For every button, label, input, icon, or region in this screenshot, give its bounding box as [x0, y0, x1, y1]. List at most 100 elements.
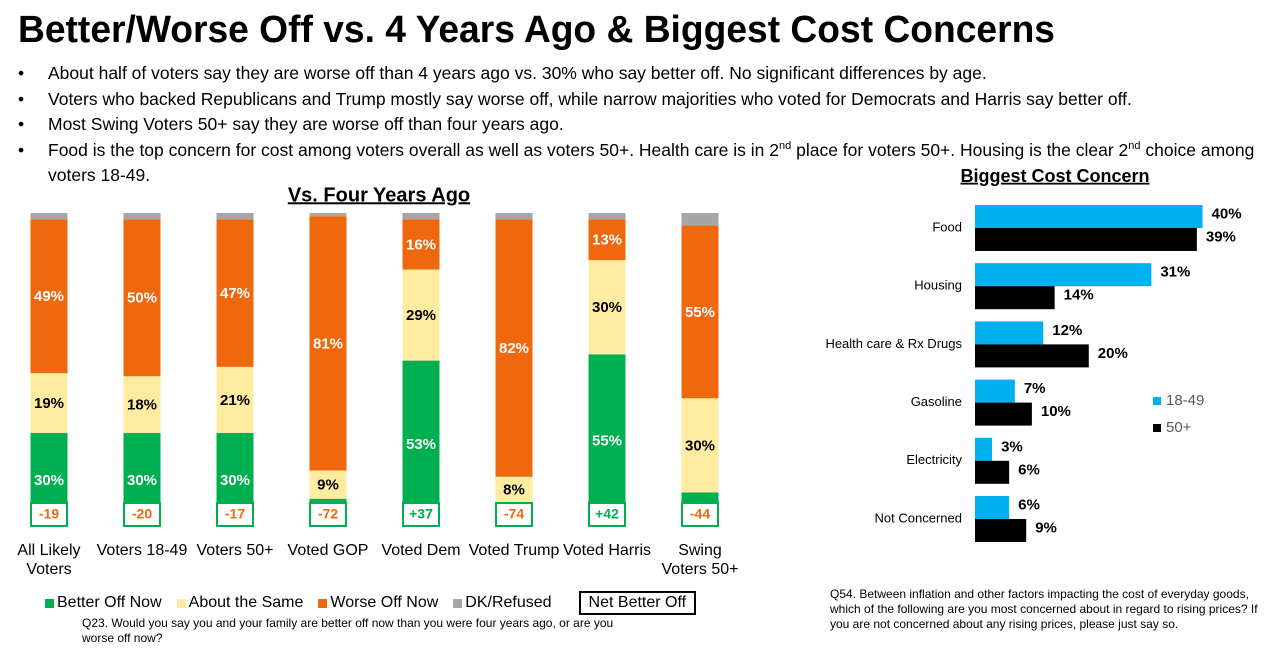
net-label: -17 [225, 506, 245, 522]
bullet: About half of voters say they are worse … [15, 61, 1280, 87]
legend-label: DK/Refused [465, 594, 552, 611]
data-label: 13% [592, 232, 622, 249]
data-label: 82% [499, 340, 529, 357]
x-tick-label: All Likely Voters [17, 542, 81, 578]
net-box [123, 502, 161, 527]
bullet-text: nd [778, 139, 792, 152]
net-box [309, 502, 347, 527]
data-label: 47% [220, 285, 250, 302]
net-label: -72 [318, 506, 338, 522]
bar-segment [681, 213, 719, 226]
slide-title: Better/Worse Off vs. 4 Years Ago & Bigge… [18, 9, 1055, 51]
bar-segment [309, 216, 347, 471]
bullet: Voters who backed Republicans and Trump … [15, 87, 1280, 113]
bar-segment [30, 373, 68, 433]
data-label: 14% [1064, 287, 1094, 304]
data-label: 30% [592, 299, 622, 316]
data-label: 30% [685, 437, 715, 454]
bar-segment [123, 219, 161, 377]
legend-label: About the Same [188, 594, 304, 611]
bar-segment [681, 398, 719, 493]
bar [975, 379, 1015, 403]
legend-swatch [453, 598, 463, 608]
net-label: -19 [39, 506, 59, 522]
bar [975, 437, 993, 461]
bar-segment [30, 219, 68, 374]
chart-title: Vs. Four Years Ago [288, 184, 470, 206]
data-label: 49% [34, 288, 64, 305]
bar-segment [123, 213, 161, 220]
y-tick-label: Not Concerned [875, 510, 962, 525]
legend-item: Better Off Now [45, 594, 162, 612]
x-tick-label: Voted Trump [468, 542, 560, 559]
bar-segment [402, 360, 440, 527]
x-tick-label: Voters 18-49 [96, 542, 188, 559]
bar [975, 321, 1044, 345]
legend-item: DK/Refused [453, 594, 552, 612]
data-label: 6% [1018, 496, 1040, 513]
data-label: 30% [34, 472, 64, 489]
data-label: 81% [313, 335, 343, 352]
data-label: 30% [127, 472, 157, 489]
legend-label: 50+ [1166, 419, 1192, 436]
net-box [681, 502, 719, 527]
x-tick-label: Voted Dem [381, 542, 461, 559]
y-tick-label: Electricity [906, 452, 962, 467]
data-label: 6% [1018, 461, 1040, 478]
bar-segment [495, 476, 533, 502]
data-label: 16% [406, 236, 436, 253]
bar-segment [30, 213, 68, 220]
net-label: -44 [690, 506, 710, 522]
net-box [495, 502, 533, 527]
x-tick-label: Voters 50+ [196, 542, 274, 559]
data-label: 31% [1160, 264, 1190, 281]
net-box [216, 502, 254, 527]
footnote: Q54. Between inflation and other factors… [830, 587, 1258, 631]
net-label: -74 [504, 506, 524, 522]
legend-swatch [318, 598, 328, 608]
bullet: Food is the top concern for cost among v… [15, 138, 1280, 189]
bar [975, 460, 1010, 484]
bar-segment [309, 213, 347, 217]
data-label: 19% [34, 395, 64, 412]
bullet-text: Food is the top concern for cost among v… [48, 139, 779, 160]
data-label: 30% [220, 472, 250, 489]
bar [975, 205, 1203, 228]
legend-label: 18-49 [1166, 392, 1204, 409]
legend-label: Better Off Now [57, 594, 162, 611]
data-label: 12% [1052, 322, 1082, 339]
bullet-list: About half of voters say they are worse … [15, 61, 1280, 189]
y-tick-label: Food [932, 219, 962, 234]
data-label: 40% [1212, 205, 1242, 222]
bar [975, 228, 1197, 251]
bullet-text: Most Swing Voters 50+ say they are worse… [48, 114, 564, 134]
legend-swatch [45, 598, 54, 608]
data-label: 10% [1041, 403, 1071, 420]
bar-segment [402, 219, 440, 270]
bar-segment [123, 376, 161, 433]
legend: Better Off Now About the Same Worse Off No… [45, 591, 697, 615]
footnote: Q23. Would you say you and your family a… [82, 616, 614, 645]
net-box [402, 502, 440, 527]
bar [975, 496, 1010, 519]
y-tick-label: Health care & Rx Drugs [825, 336, 962, 351]
data-label: 18% [127, 397, 157, 414]
bar-segment [216, 219, 254, 367]
legend-net: Net Better Off [578, 591, 697, 615]
bullet-text: choice among voters 18-49. [48, 139, 1255, 186]
net-box [30, 502, 68, 527]
data-label: 55% [685, 304, 715, 321]
net-label: +37 [409, 506, 433, 522]
data-label: 50% [127, 290, 157, 307]
data-label: 20% [1098, 345, 1128, 362]
bullet-text: place for voters 50+. Housing is the cle… [791, 139, 1129, 160]
legend-label: Worse Off Now [330, 594, 439, 611]
legend-item: Worse Off Now [318, 594, 438, 612]
bar-segment [402, 213, 440, 220]
x-tick-label: Swing Voters 50+ [661, 542, 739, 578]
bar-segment [495, 213, 533, 220]
bar-segment [402, 269, 440, 361]
bullet-text: About half of voters say they are worse … [48, 63, 987, 83]
